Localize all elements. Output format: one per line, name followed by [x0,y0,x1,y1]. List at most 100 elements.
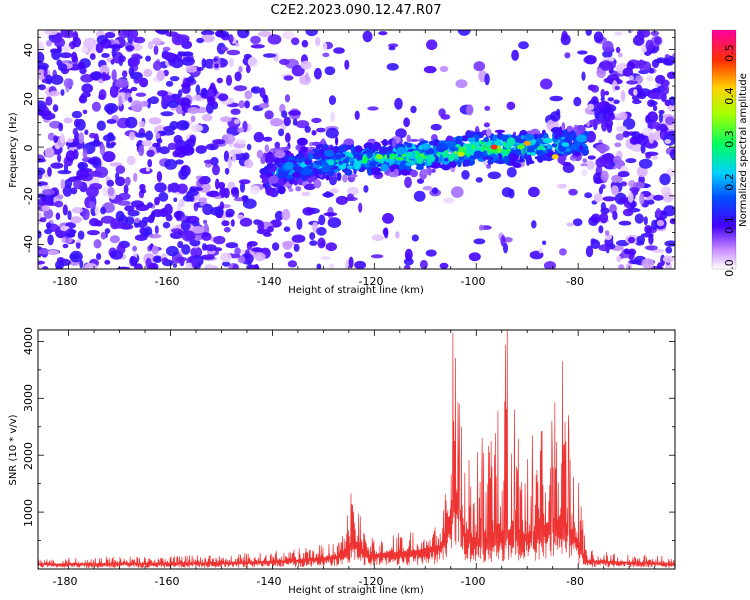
spectrogram-blob [198,177,208,185]
spectrogram-blob [517,144,525,150]
y-axis-label: Frequency (Hz) [8,112,19,188]
spectrogram-blob [431,168,436,173]
spectrogram-blob [135,204,150,212]
spectrogram-blob [611,185,619,196]
spectrogram-blob [566,125,573,132]
spectrogram-blob [38,181,48,187]
spectrogram-blob [178,198,185,208]
spectrogram-blob [283,226,291,232]
spectrogram-blob [309,232,316,241]
spectrogram-blob [187,189,199,197]
spectrogram-blob [559,156,567,162]
spectrogram-blob [486,164,492,169]
spectrogram-blob [652,91,666,100]
spectrogram-blob [362,155,368,165]
spectrogram-blob [161,52,176,60]
spectrogram-blob [89,183,103,191]
spectrogram-frame [37,29,676,270]
spectrogram-blob [293,179,298,186]
spectrogram-blob [159,146,170,155]
spectrogram-blob [54,200,64,208]
spectrogram-blob [602,40,614,53]
spectrogram-blob [43,69,48,78]
spectrogram-blob [514,148,522,156]
spectrogram-blob [146,202,153,209]
spectrogram-blob [162,221,171,229]
x-tick-label: -180 [53,275,78,288]
spectrogram-blob [313,67,322,80]
spectrogram-blob [181,56,195,66]
spectrogram-blob [185,65,198,73]
spectrogram-blob [546,151,554,158]
spectrogram-blob [271,242,280,251]
spectrogram-blob [355,161,364,165]
spectrogram-blob [161,257,168,262]
spectrogram-blob [186,143,192,153]
spectrogram-blob [655,208,662,218]
colorbar-label: Normalized spectral amplitude [738,73,749,227]
spectrogram-blob [190,115,196,123]
spectrogram-blob [641,44,648,53]
spectrogram-blob [551,143,558,148]
spectrogram-blob [284,132,291,143]
chart-title: C2E2.2023.090.12.47.R07 [270,3,441,18]
spectrogram-blob [353,168,357,175]
spectrogram-blob [296,137,308,146]
spectrogram-blob [274,141,281,149]
spectrogram-blob [62,185,73,197]
spectrogram-blob [598,244,611,252]
spectrogram-blob [570,156,573,161]
spectrogram-blob [266,162,274,169]
spectrogram-blob [348,256,354,269]
spectrogram-blob [145,130,154,141]
spectrogram-blob [55,260,64,269]
spectrogram-blob [96,120,106,131]
spectrogram-blob [57,153,62,163]
spectrogram-blob [388,46,396,51]
spectrogram-blob [622,208,634,217]
spectrogram-blob [109,30,116,33]
spectrogram-blob [536,134,543,139]
spectrogram-blob [129,256,138,267]
spectrogram-blob [638,59,644,71]
spectrogram-blob [354,260,367,269]
spectrogram-blob [487,171,501,180]
spectrogram-blob [414,150,420,160]
spectrogram-blob [177,183,188,194]
spectrogram-blob [106,143,115,149]
spectrogram-blob [422,185,433,191]
spectrogram-blob [457,30,471,36]
spectrogram-blob [300,146,308,153]
spectrogram-blob [38,41,45,52]
spectrogram-blob [669,218,675,225]
spectrogram-blob [620,90,626,102]
y-tick-label: -40 [22,235,35,253]
spectrogram-blob [237,255,246,264]
spectrogram-blob [325,127,339,139]
spectrogram-blob [643,216,648,226]
spectrogram-blob [145,167,150,172]
spectrogram-blob [196,37,205,44]
spectrogram-blob [47,234,54,246]
spectrogram-blob [628,75,634,81]
spectrogram-blob [148,262,159,269]
spectrogram-blob [104,31,116,39]
spectrogram-blob [342,174,348,183]
spectrogram-blob [614,142,622,148]
spectrogram-blob [561,142,570,148]
spectrogram-blob [62,204,68,216]
spectrogram-blob [487,159,492,166]
spectrogram-blob [290,156,296,161]
spectrogram-blob [153,45,159,55]
spectrogram-blob [328,174,338,186]
spectrogram-blob [229,149,243,155]
spectrogram-blob [316,226,327,236]
spectrogram-blob [627,248,637,256]
spectrogram-blob [395,157,404,161]
spectrogram-blob [659,173,671,186]
spectrogram-blob [160,111,174,117]
spectrogram-blob [354,145,363,153]
spectrogram-blob [524,152,528,160]
spectrogram-blob [625,158,637,164]
spectrogram-blob [369,161,376,169]
